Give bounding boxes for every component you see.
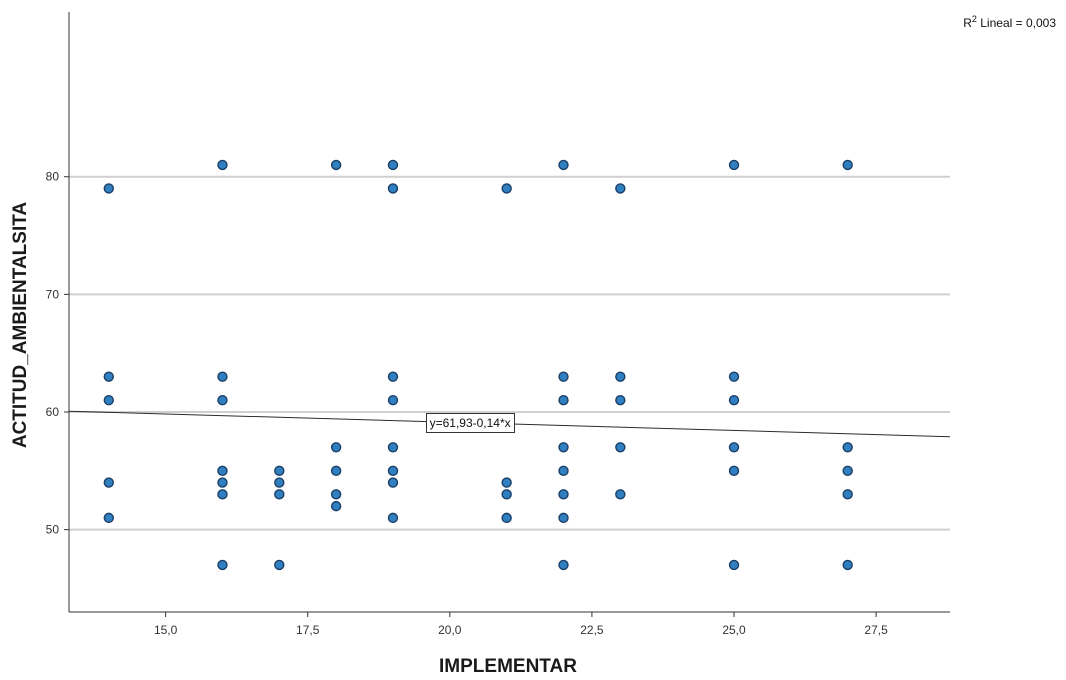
- data-point: [558, 512, 569, 524]
- tick-labels: 15,0 17,5 20,0 22,5 25,0 27,5 50 60 70 80: [46, 170, 888, 637]
- data-point: [217, 559, 228, 571]
- x-tick-label: 27,5: [864, 623, 888, 637]
- data-point: [558, 442, 569, 453]
- data-point: [728, 371, 740, 382]
- data-point: [387, 465, 399, 477]
- data-point: [217, 489, 228, 500]
- grid-lines: [69, 175, 950, 531]
- data-point: [217, 371, 228, 382]
- data-point: [387, 477, 399, 488]
- r2-value: Lineal = 0,003: [976, 16, 1056, 30]
- data-point: [842, 159, 853, 171]
- data-point: [330, 500, 342, 512]
- data-point: [217, 159, 228, 171]
- data-point: [728, 395, 740, 406]
- data-point: [558, 489, 569, 500]
- data-point: [217, 465, 228, 477]
- y-tick-label: 50: [46, 523, 60, 537]
- x-tick-label: 20,0: [438, 623, 462, 637]
- axes: [64, 12, 950, 617]
- data-point: [728, 465, 740, 477]
- x-tick-label: 22,5: [580, 623, 604, 637]
- x-tick-label: 25,0: [722, 623, 746, 637]
- data-point: [842, 465, 853, 477]
- data-point: [842, 559, 853, 571]
- data-point: [501, 183, 512, 194]
- data-point: [387, 442, 399, 453]
- data-point: [558, 371, 569, 382]
- data-points: [103, 159, 853, 571]
- r2-superscript: 2: [971, 14, 977, 24]
- data-point: [615, 489, 626, 500]
- data-point: [274, 489, 285, 500]
- data-point: [615, 395, 626, 406]
- data-point: [558, 395, 569, 406]
- data-point: [558, 559, 569, 571]
- data-point: [103, 395, 114, 406]
- data-point: [217, 395, 228, 406]
- data-point: [728, 442, 740, 453]
- data-point: [387, 159, 399, 171]
- data-point: [330, 442, 342, 453]
- data-point: [501, 512, 512, 524]
- data-point: [615, 183, 626, 194]
- data-point: [103, 371, 114, 382]
- data-point: [330, 465, 342, 477]
- data-point: [558, 465, 569, 477]
- data-point: [330, 159, 342, 171]
- y-tick-label: 70: [46, 287, 60, 301]
- data-point: [615, 442, 626, 453]
- data-point: [728, 559, 740, 571]
- x-tick-label: 17,5: [296, 623, 320, 637]
- data-point: [842, 442, 853, 453]
- data-point: [501, 477, 512, 488]
- data-point: [274, 465, 285, 477]
- data-point: [103, 477, 114, 488]
- data-point: [217, 477, 228, 488]
- data-point: [330, 489, 342, 500]
- r2-annotation: R2 Lineal = 0,003: [963, 14, 1056, 30]
- y-tick-label: 80: [46, 170, 60, 184]
- data-point: [615, 371, 626, 382]
- fit-line-equation-label: y=61,93-0,14*x: [425, 413, 515, 434]
- data-point: [387, 183, 399, 194]
- x-tick-label: 15,0: [154, 623, 178, 637]
- data-point: [501, 489, 512, 500]
- data-point: [387, 371, 399, 382]
- data-point: [387, 512, 399, 524]
- data-point: [103, 512, 114, 524]
- r2-prefix: R: [963, 16, 972, 30]
- data-point: [387, 395, 399, 406]
- data-point: [274, 477, 285, 488]
- data-point: [558, 159, 569, 171]
- data-point: [103, 183, 114, 194]
- x-axis-title: IMPLEMENTAR: [439, 656, 577, 677]
- data-point: [842, 489, 853, 500]
- y-axis-title: ACTITUD_AMBIENTALSITA: [10, 202, 31, 449]
- y-tick-label: 60: [46, 405, 60, 419]
- data-point: [728, 159, 740, 171]
- data-point: [274, 559, 285, 571]
